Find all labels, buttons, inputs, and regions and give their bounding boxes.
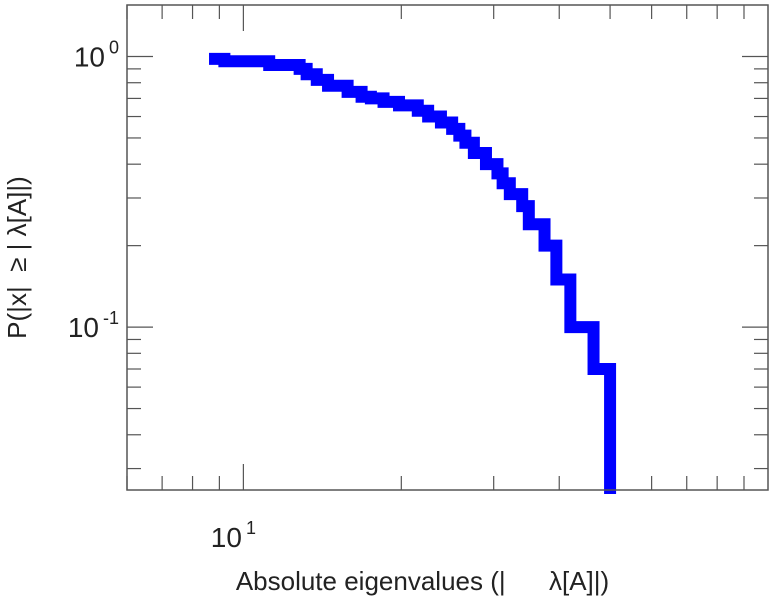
- x-tick-label: 10 1: [211, 518, 256, 553]
- series-layer: [209, 52, 617, 494]
- series-line-0: [209, 52, 617, 494]
- y-tick-label: 10 -1: [68, 308, 119, 343]
- x-axis-label: Absolute eigenvalues (| λ[A]|): [236, 566, 609, 596]
- plot-frame: [126, 4, 769, 491]
- ticks-layer: [126, 5, 768, 490]
- y-axis-label: P(|x| ≥ | λ[A]|): [2, 176, 32, 339]
- y-tick-label: 10 0: [74, 38, 119, 73]
